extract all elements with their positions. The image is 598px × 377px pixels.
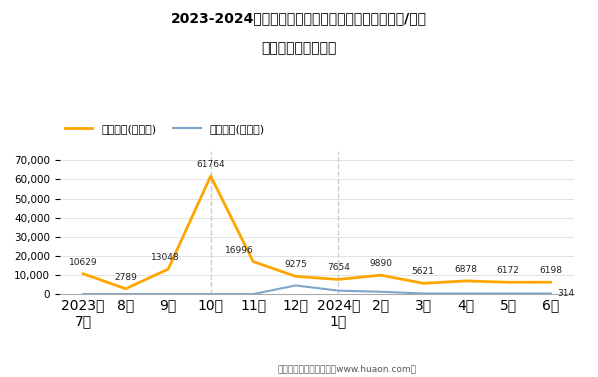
进口总额(千美元) <box>335 288 342 293</box>
出口总额(千美元) <box>249 259 257 264</box>
出口总额(千美元) <box>292 274 299 279</box>
进口总额(千美元) <box>292 283 299 288</box>
Text: 6878: 6878 <box>454 265 477 274</box>
出口总额(千美元) <box>547 280 554 285</box>
进口总额(千美元) <box>164 292 172 296</box>
Text: 2023-2024年宝鸡高新技术产业开发区（境内目的地/货源: 2023-2024年宝鸡高新技术产业开发区（境内目的地/货源 <box>171 11 427 25</box>
进口总额(千美元) <box>122 292 129 296</box>
出口总额(千美元) <box>462 279 469 283</box>
Text: 2789: 2789 <box>114 273 137 282</box>
Text: 314: 314 <box>558 289 575 298</box>
进口总额(千美元) <box>420 291 427 296</box>
出口总额(千美元) <box>164 267 172 271</box>
Text: 16996: 16996 <box>225 246 254 254</box>
出口总额(千美元) <box>377 273 385 277</box>
进口总额(千美元) <box>547 291 554 296</box>
Text: 6172: 6172 <box>497 266 520 275</box>
Text: 9275: 9275 <box>284 261 307 270</box>
Text: 7654: 7654 <box>327 264 350 273</box>
进口总额(千美元) <box>462 291 469 296</box>
Legend: 出口总额(千美元), 进口总额(千美元): 出口总额(千美元), 进口总额(千美元) <box>60 119 269 138</box>
Text: 10629: 10629 <box>69 258 97 267</box>
Text: 5621: 5621 <box>412 267 435 276</box>
进口总额(千美元) <box>377 290 385 294</box>
进口总额(千美元) <box>207 292 214 296</box>
出口总额(千美元) <box>207 174 214 178</box>
Text: 9890: 9890 <box>369 259 392 268</box>
进口总额(千美元) <box>249 292 257 296</box>
Line: 进口总额(千美元): 进口总额(千美元) <box>83 285 551 294</box>
Text: 13048: 13048 <box>151 253 180 262</box>
出口总额(千美元) <box>122 287 129 291</box>
进口总额(千美元) <box>505 291 512 296</box>
进口总额(千美元) <box>80 292 87 296</box>
出口总额(千美元) <box>335 277 342 282</box>
Text: 制图：华经产业研究院（www.huaon.com）: 制图：华经产业研究院（www.huaon.com） <box>277 364 416 373</box>
Text: 地）进、出口额统计: 地）进、出口额统计 <box>261 41 337 55</box>
出口总额(千美元) <box>420 281 427 286</box>
Text: 61764: 61764 <box>196 160 225 169</box>
Line: 出口总额(千美元): 出口总额(千美元) <box>83 176 551 289</box>
出口总额(千美元) <box>505 280 512 285</box>
出口总额(千美元) <box>80 271 87 276</box>
Text: 6198: 6198 <box>539 266 562 275</box>
